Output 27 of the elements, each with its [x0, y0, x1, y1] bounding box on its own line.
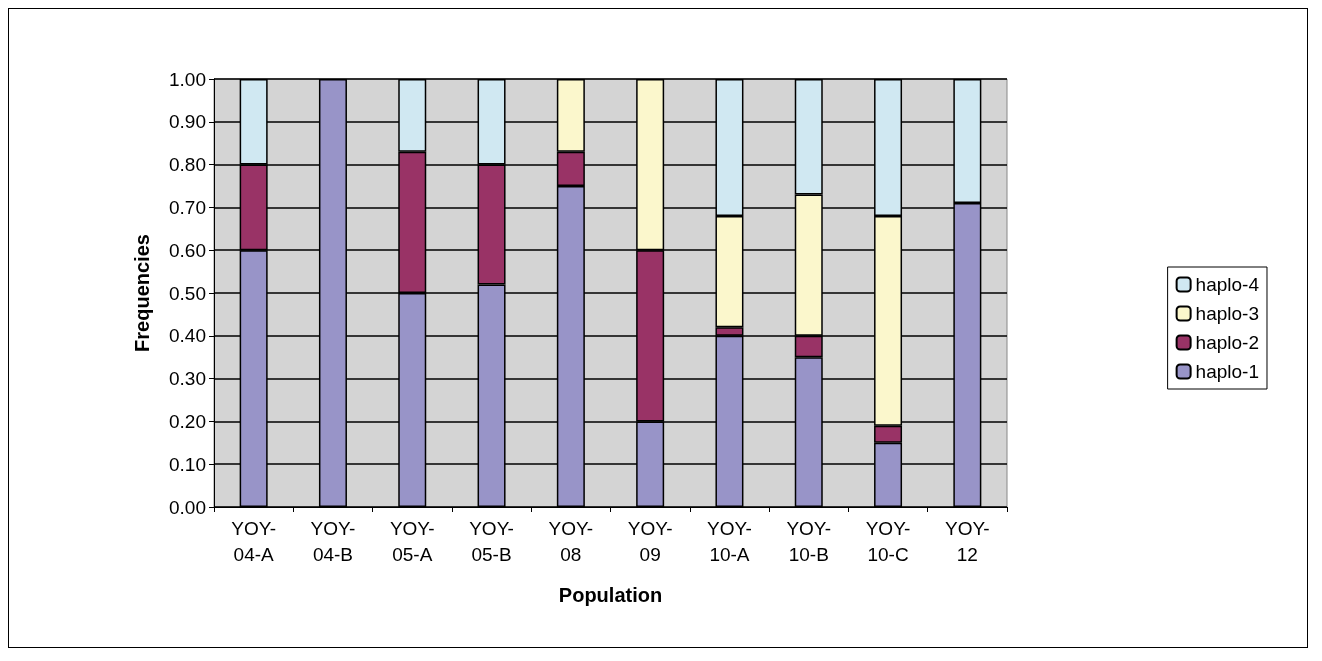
y-tick-label: 1.00 [169, 68, 206, 90]
x-tick-label: YOY-08 [548, 517, 594, 565]
x-tick-label: YOY-04-A [231, 517, 277, 565]
legend-label: haplo-3 [1195, 303, 1260, 324]
y-tick-label: 0.70 [169, 196, 206, 218]
x-tick-label: YOY-10-C [865, 517, 911, 565]
y-tick-label: 0.40 [169, 325, 206, 347]
y-tick-label: 0.50 [169, 282, 206, 304]
x-tick-label: YOY-10-A [707, 517, 752, 565]
legend-label: haplo-1 [1195, 361, 1260, 382]
y-tick-label: 0.00 [169, 496, 206, 518]
legend-label: haplo-4 [1195, 274, 1260, 295]
y-tick-label: 0.60 [169, 239, 206, 261]
legend-label: haplo-2 [1195, 332, 1260, 353]
y-tick-label: 0.10 [169, 453, 206, 475]
y-tick-label: 0.20 [169, 410, 206, 432]
x-tick-label: YOY-05-B [469, 517, 514, 565]
y-tick-label: 0.80 [169, 154, 206, 176]
x-axis-title: Population [558, 584, 663, 606]
x-tick-label: YOY-10-B [786, 517, 832, 565]
y-axis-title: Frequencies [131, 234, 153, 352]
x-tick-label: YOY-09 [627, 517, 673, 565]
x-tick-label: YOY-12 [944, 517, 990, 565]
x-tick-label: YOY-05-A [389, 517, 435, 565]
y-tick-label: 0.90 [169, 111, 206, 133]
x-tick-label: YOY-04-B [310, 517, 356, 565]
y-tick-label: 0.30 [169, 368, 206, 390]
